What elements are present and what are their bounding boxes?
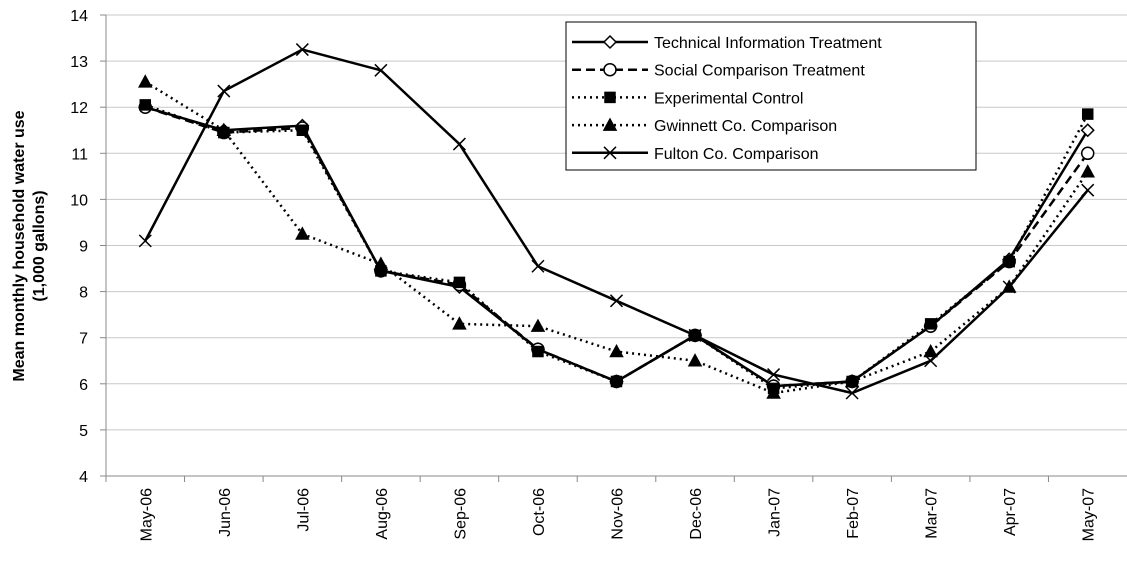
- marker: [453, 276, 466, 289]
- marker: [1080, 164, 1095, 178]
- y-tick-label: 13: [70, 54, 88, 71]
- x-tick-label: Dec-06: [688, 488, 705, 540]
- x-tick-label: Feb-07: [845, 488, 862, 539]
- y-axis-label: Mean monthly household water use: [11, 110, 28, 381]
- marker: [1003, 255, 1015, 268]
- marker: [766, 385, 781, 399]
- marker: [374, 63, 388, 77]
- legend-label: Experimental Control: [654, 90, 803, 107]
- marker: [688, 328, 702, 342]
- marker: [1080, 146, 1095, 161]
- y-tick-label: 9: [79, 239, 88, 256]
- x-tick-label: May-06: [138, 488, 155, 541]
- y-tick-label: 5: [79, 423, 88, 440]
- marker: [609, 294, 624, 308]
- marker: [844, 373, 860, 388]
- legend-box: [565, 21, 977, 171]
- marker: [216, 122, 232, 136]
- marker: [138, 234, 152, 248]
- x-tick-label: Jul-06: [295, 488, 312, 532]
- marker: [767, 368, 781, 382]
- marker: [845, 386, 859, 400]
- x-tick-label: Jun-06: [217, 488, 234, 537]
- x-tick-label: Apr-07: [1002, 488, 1019, 536]
- marker: [609, 343, 624, 358]
- x-tick-label: May-07: [1081, 488, 1098, 541]
- marker: [531, 259, 545, 273]
- marker: [138, 74, 153, 88]
- legend-marker: [603, 62, 617, 77]
- legend-marker: [602, 34, 618, 50]
- marker: [452, 316, 467, 330]
- marker: [295, 226, 310, 240]
- legend-marker: [602, 117, 618, 131]
- legend-marker: [603, 146, 617, 160]
- y-tick-label: 10: [70, 192, 88, 209]
- marker: [217, 84, 231, 98]
- marker: [610, 375, 623, 388]
- marker: [532, 345, 544, 358]
- legend-label: Social Comparison Treatment: [654, 63, 865, 80]
- legend-marker: [604, 91, 616, 104]
- marker: [1081, 183, 1095, 197]
- marker: [1080, 123, 1095, 138]
- marker: [452, 137, 466, 151]
- x-tick-label: Mar-07: [924, 488, 941, 539]
- y-tick-label: 8: [79, 285, 88, 302]
- legend-label: Gwinnett Co. Comparison: [654, 118, 837, 135]
- y-axis-label: (1,000 gallons): [31, 190, 48, 301]
- y-tick-label: 4: [79, 469, 88, 486]
- x-tick-label: Jan-07: [767, 488, 784, 537]
- marker: [373, 256, 389, 270]
- marker: [1002, 280, 1016, 294]
- y-tick-label: 12: [70, 100, 88, 117]
- marker: [1081, 108, 1094, 120]
- x-tick-label: Nov-06: [610, 488, 627, 540]
- legend-label: Fulton Co. Comparison: [654, 146, 819, 163]
- marker: [296, 124, 309, 136]
- marker: [295, 43, 309, 57]
- marker: [530, 318, 546, 332]
- x-tick-label: Aug-06: [374, 488, 391, 540]
- marker: [687, 353, 703, 367]
- marker: [923, 343, 938, 358]
- y-tick-label: 14: [70, 8, 88, 25]
- y-tick-label: 6: [79, 377, 88, 394]
- y-tick-label: 11: [71, 146, 88, 163]
- marker: [139, 99, 152, 111]
- marker: [924, 354, 938, 368]
- legend-label: Technical Information Treatment: [654, 35, 882, 52]
- legend: Technical Information Treatment Social Co…: [565, 21, 977, 171]
- x-tick-label: Oct-06: [531, 488, 548, 536]
- y-tick-label: 7: [79, 331, 88, 348]
- marker: [924, 318, 937, 330]
- x-tick-label: Sep-06: [452, 488, 469, 540]
